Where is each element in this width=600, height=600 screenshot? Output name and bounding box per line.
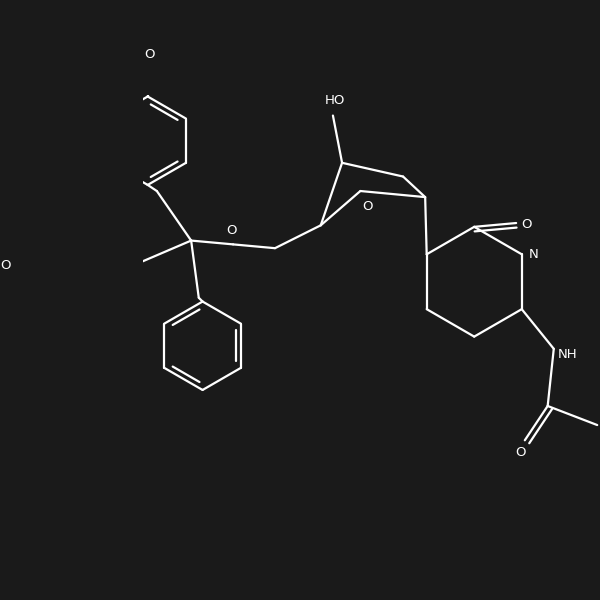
Text: O: O [516,446,526,459]
Text: O: O [226,224,237,237]
Text: O: O [0,259,10,272]
Text: N: N [529,248,539,261]
Text: O: O [144,48,154,61]
Text: NH: NH [557,349,577,361]
Text: HO: HO [324,94,344,107]
Text: O: O [363,200,373,213]
Text: O: O [521,218,532,231]
